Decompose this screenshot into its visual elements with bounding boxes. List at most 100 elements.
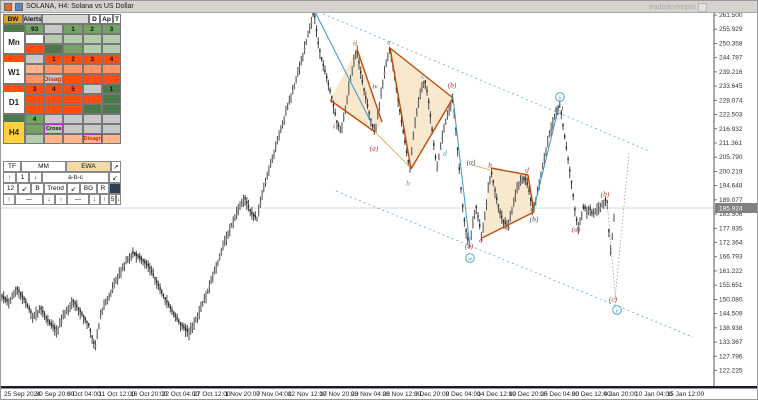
time-tick-label: 30 Sep 20:00	[36, 391, 75, 398]
ewa-control-panel: TF MM EWA ↗ ↑ 1 ↓ a-b-c ↙ 12 ↙ B Trend ↙ BG R ↑ — ↓ ↑ — ↓ ↑ 5 ↓	[3, 161, 121, 205]
wave-label: (c)	[609, 295, 618, 304]
price-tick-label: 166.793	[719, 254, 743, 261]
price-tick-label: 133.367	[719, 339, 743, 346]
ctrl-btn-ewa[interactable]: EWA	[66, 161, 111, 172]
ctrl-btn-corner[interactable]: ↙	[67, 183, 80, 194]
matrix-cell	[63, 64, 83, 74]
matrix-cell	[44, 44, 64, 54]
price-tick-label: 122.225	[719, 367, 743, 374]
matrix-cell	[44, 34, 64, 44]
ctrl-btn-up[interactable]: ↑	[100, 194, 109, 205]
matrix-cell	[82, 94, 102, 104]
matrix-cell-3: 3	[82, 54, 102, 64]
bw-indicator-panel: BW Alerts D Ap T Mn 93 1 2 3 W1 1 2 3 4 Disagr D1 3 4 5 1 H4 4…	[3, 14, 122, 144]
wave-label: (a)	[370, 144, 379, 153]
wave-label-circled: w	[465, 253, 475, 263]
ctrl-btn-cell[interactable]	[109, 183, 121, 194]
price-tick-label: 189.077	[719, 197, 743, 204]
header-btn-d[interactable]: D	[89, 14, 100, 24]
ctrl-btn-corner[interactable]: ↙	[18, 183, 31, 194]
tf-section-w1: W1 1 2 3 4 Disagr	[3, 54, 122, 84]
price-tick-label: 239.216	[719, 69, 743, 76]
ctrl-btn-r[interactable]: R	[97, 183, 109, 194]
ctrl-btn-expand[interactable]: ↗	[111, 161, 121, 172]
tf-name: W1	[4, 62, 24, 83]
matrix-cell	[44, 94, 64, 104]
ctrl-btn-bg[interactable]: BG	[80, 183, 97, 194]
price-axis[interactable]: 261.500 255.929 250.358 244.787 239.216 233.6…	[713, 12, 743, 386]
ctrl-btn-up[interactable]: ↑	[3, 172, 16, 183]
price-tick-label: 138.938	[719, 325, 743, 332]
wave-lines	[313, 9, 694, 338]
matrix-cell-2: 2	[63, 54, 83, 64]
ctrl-btn-dash[interactable]: —	[15, 194, 43, 205]
ctrl-btn-up[interactable]: ↑	[3, 194, 15, 205]
ctrl-btn-b[interactable]: B	[31, 183, 44, 194]
matrix-cell	[82, 74, 102, 84]
matrix-cell	[25, 94, 45, 104]
matrix-cell	[63, 114, 83, 124]
wave-label: (b)	[601, 190, 610, 199]
wedge-edges	[329, 47, 535, 239]
matrix-cell	[63, 124, 83, 134]
matrix-cell	[63, 94, 83, 104]
wave-label: a	[387, 38, 391, 47]
wave-label: (a)	[572, 225, 581, 234]
price-tick-label: 228.074	[719, 97, 743, 104]
time-tick-label: 28 Nov 12:00	[383, 391, 422, 398]
time-tick-label: 10 Jan 04:00	[635, 391, 673, 398]
tf-section-d1: D1 3 4 5 1	[3, 84, 122, 114]
ctrl-btn-12[interactable]: 12	[3, 183, 18, 194]
ctrl-btn-5[interactable]: 5	[109, 194, 116, 205]
ctrl-btn-corner[interactable]: ↙	[109, 172, 121, 183]
wave-label: (a)	[467, 158, 476, 167]
header-btn-alerts[interactable]: Alerts	[23, 14, 42, 24]
header-btn-ap[interactable]: Ap	[100, 14, 113, 24]
matrix-cell	[63, 134, 83, 144]
ctrl-btn-down[interactable]: ↓	[43, 194, 55, 205]
price-tick-label: 250.358	[719, 40, 743, 47]
matrix-cell-disagr: Disagr	[44, 74, 64, 84]
wave-label: i	[333, 122, 335, 131]
time-tick-label: 14 Dec 12:00	[477, 391, 516, 398]
time-tick-label: 22 Oct 04:00	[162, 391, 200, 398]
matrix-cell	[25, 44, 45, 54]
ctrl-btn-down[interactable]: ↓	[116, 194, 121, 205]
time-tick-label: 1 Nov 20:00	[225, 391, 260, 398]
price-tick-label: 150.080	[719, 296, 743, 303]
ctrl-btn-down[interactable]: ↓	[89, 194, 100, 205]
svg-text:w: w	[468, 255, 473, 262]
price-tick-label: 177.935	[719, 225, 743, 232]
matrix-cell	[25, 34, 45, 44]
ctrl-btn-down[interactable]: ↓	[29, 172, 42, 183]
matrix-cell-disagr: Disagr	[82, 134, 102, 144]
price-tick-label: 222.503	[719, 112, 743, 119]
ctrl-btn-mm[interactable]: MM	[21, 161, 66, 172]
title-bar: SOLANA, H4: Solana vs US Dollar	[1, 1, 757, 13]
ctrl-btn-dash[interactable]: —	[67, 194, 89, 205]
svg-text:185.924: 185.924	[719, 206, 743, 213]
tf-label-h4: H4	[3, 114, 25, 144]
ctrl-btn-a-b-c[interactable]: a-b-c	[42, 172, 109, 183]
matrix-cell	[82, 114, 102, 124]
ctrl-btn-up[interactable]: ↑	[55, 194, 67, 205]
svg-text:x: x	[558, 94, 562, 101]
ctrl-btn-trend[interactable]: Trend	[44, 183, 67, 194]
price-tick-label: 205.790	[719, 154, 743, 161]
header-btn-bw[interactable]: BW	[3, 14, 23, 24]
matrix-cell	[101, 44, 122, 54]
matrix-cell	[101, 74, 122, 84]
time-tick-label: 7 Nov 04:00	[256, 391, 291, 398]
ctrl-btn-tf[interactable]: TF	[3, 161, 21, 172]
ctrl-btn-1[interactable]: 1	[16, 172, 29, 183]
tf-section-mn: Mn 93 1 2 3	[3, 24, 122, 54]
gear-icon	[698, 3, 707, 12]
matrix-cell	[82, 104, 102, 114]
wave-label: b	[488, 161, 492, 170]
header-btn-t[interactable]: T	[113, 14, 121, 24]
matrix-cell	[44, 134, 64, 144]
tf-section-h4: H4 4 Cross Disagr	[3, 114, 122, 144]
matrix-cell	[25, 124, 45, 134]
